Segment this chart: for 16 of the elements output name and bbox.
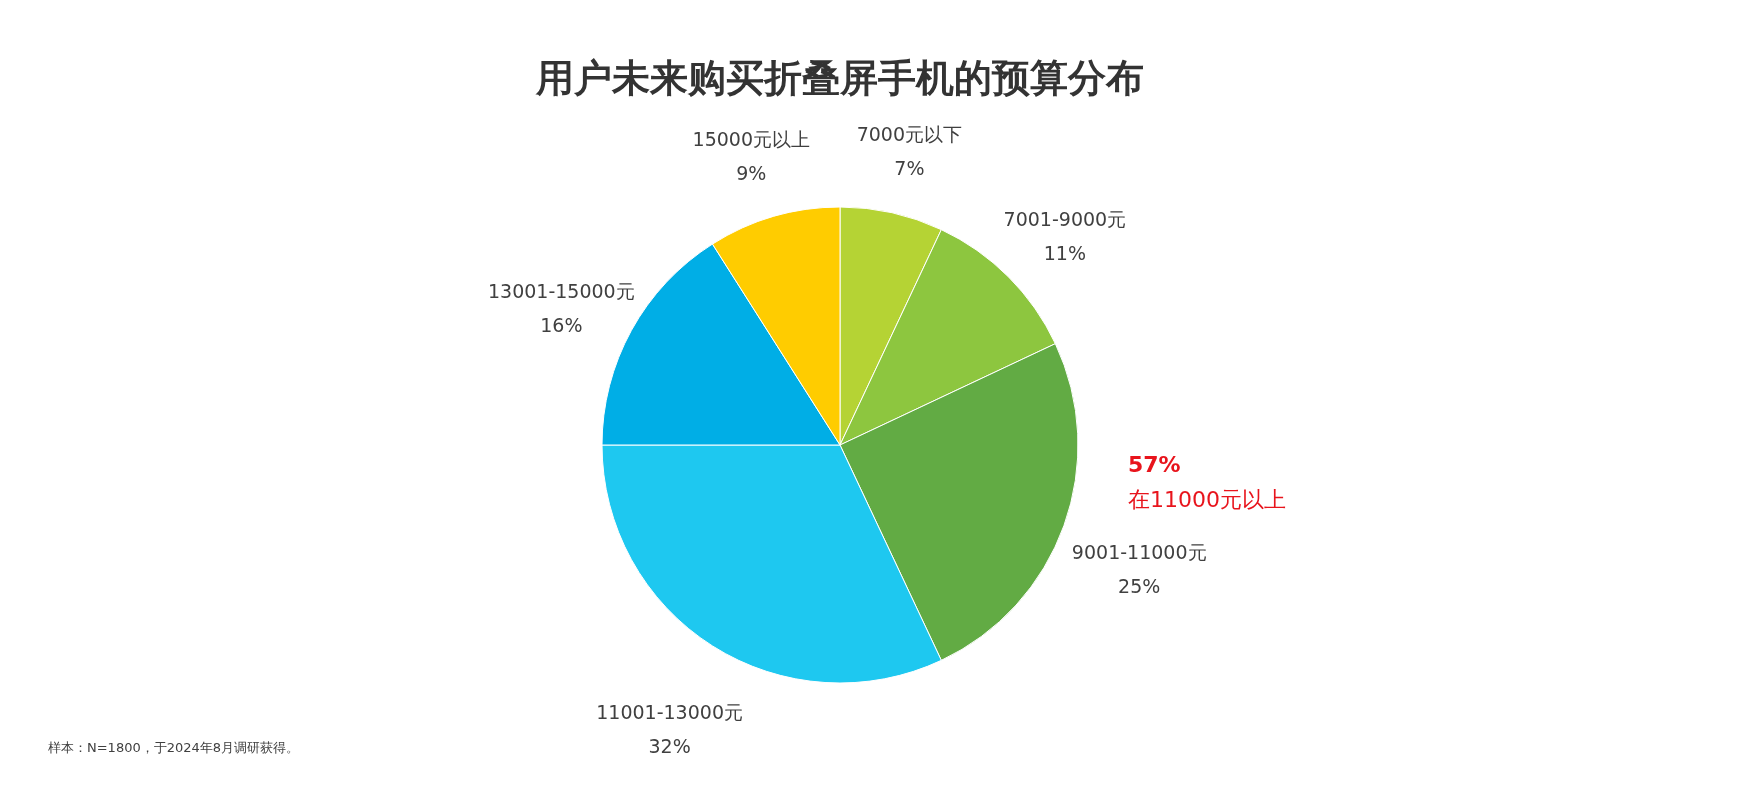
text: 样本：N=1800，于2024年8月调研获得。 [48,740,300,755]
slice-label: 11001-13000元 [596,701,743,724]
data-label: 32% [648,735,691,758]
slice-label: 7001-9000元 [1003,208,1127,231]
data-label: 16% [540,313,583,336]
data-label: 9% [736,161,767,184]
data-label: 25% [1118,574,1161,597]
text: 57% [1128,452,1181,477]
slice-label: 9001-11000元 [1071,540,1207,563]
chart-title: 用户未来购买折叠屏手机的预算分布 [535,56,1144,100]
slice-label: 15000元以上 [692,127,811,150]
data-label: 11% [1043,242,1086,265]
slice-label: 7000元以下 [856,122,963,145]
text: 在11000元以上 [1128,487,1286,512]
data-label: 7% [894,156,925,179]
slice-label: 13001-15000元 [487,279,635,302]
